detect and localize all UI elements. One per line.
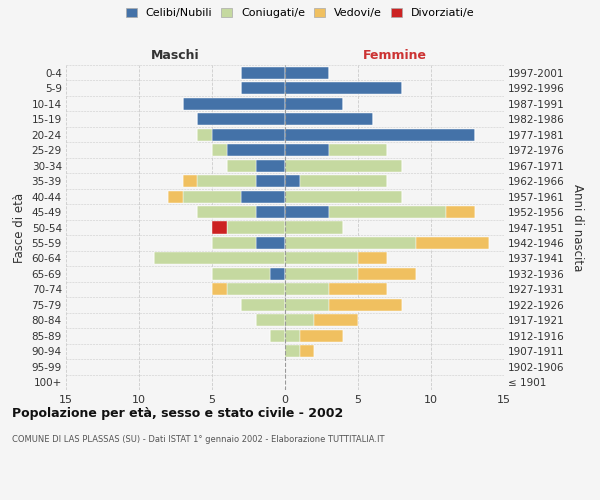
Bar bbox=[285, 314, 314, 326]
Bar bbox=[299, 346, 314, 358]
Bar bbox=[197, 128, 212, 140]
Bar bbox=[271, 330, 285, 342]
Bar bbox=[212, 268, 271, 280]
Bar bbox=[241, 190, 285, 202]
Bar bbox=[285, 299, 329, 311]
Bar bbox=[212, 222, 227, 234]
Bar bbox=[183, 175, 197, 187]
Bar bbox=[285, 206, 329, 218]
Bar bbox=[227, 144, 285, 156]
Bar bbox=[285, 128, 475, 140]
Text: Femmine: Femmine bbox=[362, 49, 427, 62]
Bar bbox=[241, 299, 285, 311]
Bar bbox=[256, 175, 285, 187]
Y-axis label: Fasce di età: Fasce di età bbox=[13, 192, 26, 262]
Bar bbox=[285, 237, 416, 249]
Bar bbox=[271, 268, 285, 280]
Bar bbox=[212, 128, 285, 140]
Bar bbox=[241, 82, 285, 94]
Bar bbox=[256, 237, 285, 249]
Bar bbox=[212, 237, 256, 249]
Bar bbox=[285, 113, 373, 125]
Bar bbox=[285, 190, 402, 202]
Bar bbox=[197, 113, 285, 125]
Bar bbox=[212, 144, 227, 156]
Bar bbox=[285, 252, 358, 264]
Bar bbox=[285, 284, 329, 296]
Bar bbox=[154, 252, 285, 264]
Bar bbox=[168, 190, 183, 202]
Bar bbox=[285, 222, 343, 234]
Bar bbox=[285, 82, 402, 94]
Y-axis label: Anni di nascita: Anni di nascita bbox=[571, 184, 584, 271]
Bar bbox=[241, 66, 285, 79]
Bar bbox=[227, 284, 285, 296]
Bar bbox=[299, 330, 343, 342]
Bar bbox=[285, 160, 402, 172]
Bar bbox=[329, 299, 402, 311]
Bar bbox=[197, 175, 256, 187]
Bar bbox=[285, 175, 299, 187]
Bar bbox=[183, 190, 241, 202]
Bar bbox=[256, 314, 285, 326]
Text: COMUNE DI LAS PLASSAS (SU) - Dati ISTAT 1° gennaio 2002 - Elaborazione TUTTITALI: COMUNE DI LAS PLASSAS (SU) - Dati ISTAT … bbox=[12, 435, 385, 444]
Bar bbox=[358, 268, 416, 280]
Bar bbox=[329, 206, 446, 218]
Bar bbox=[446, 206, 475, 218]
Bar bbox=[197, 206, 256, 218]
Bar bbox=[227, 222, 285, 234]
Bar bbox=[183, 98, 285, 110]
Bar bbox=[416, 237, 490, 249]
Bar bbox=[285, 144, 329, 156]
Bar bbox=[256, 206, 285, 218]
Bar bbox=[358, 252, 387, 264]
Bar bbox=[256, 160, 285, 172]
Bar bbox=[285, 346, 299, 358]
Legend: Celibi/Nubili, Coniugati/e, Vedovi/e, Divorziati/e: Celibi/Nubili, Coniugati/e, Vedovi/e, Di… bbox=[124, 6, 476, 20]
Bar bbox=[285, 330, 299, 342]
Bar bbox=[285, 98, 343, 110]
Bar bbox=[314, 314, 358, 326]
Bar bbox=[329, 144, 387, 156]
Text: Maschi: Maschi bbox=[151, 49, 200, 62]
Bar bbox=[299, 175, 387, 187]
Bar bbox=[212, 284, 227, 296]
Text: Popolazione per età, sesso e stato civile - 2002: Popolazione per età, sesso e stato civil… bbox=[12, 408, 343, 420]
Bar bbox=[285, 268, 358, 280]
Bar bbox=[285, 66, 329, 79]
Bar bbox=[227, 160, 256, 172]
Bar bbox=[329, 284, 387, 296]
